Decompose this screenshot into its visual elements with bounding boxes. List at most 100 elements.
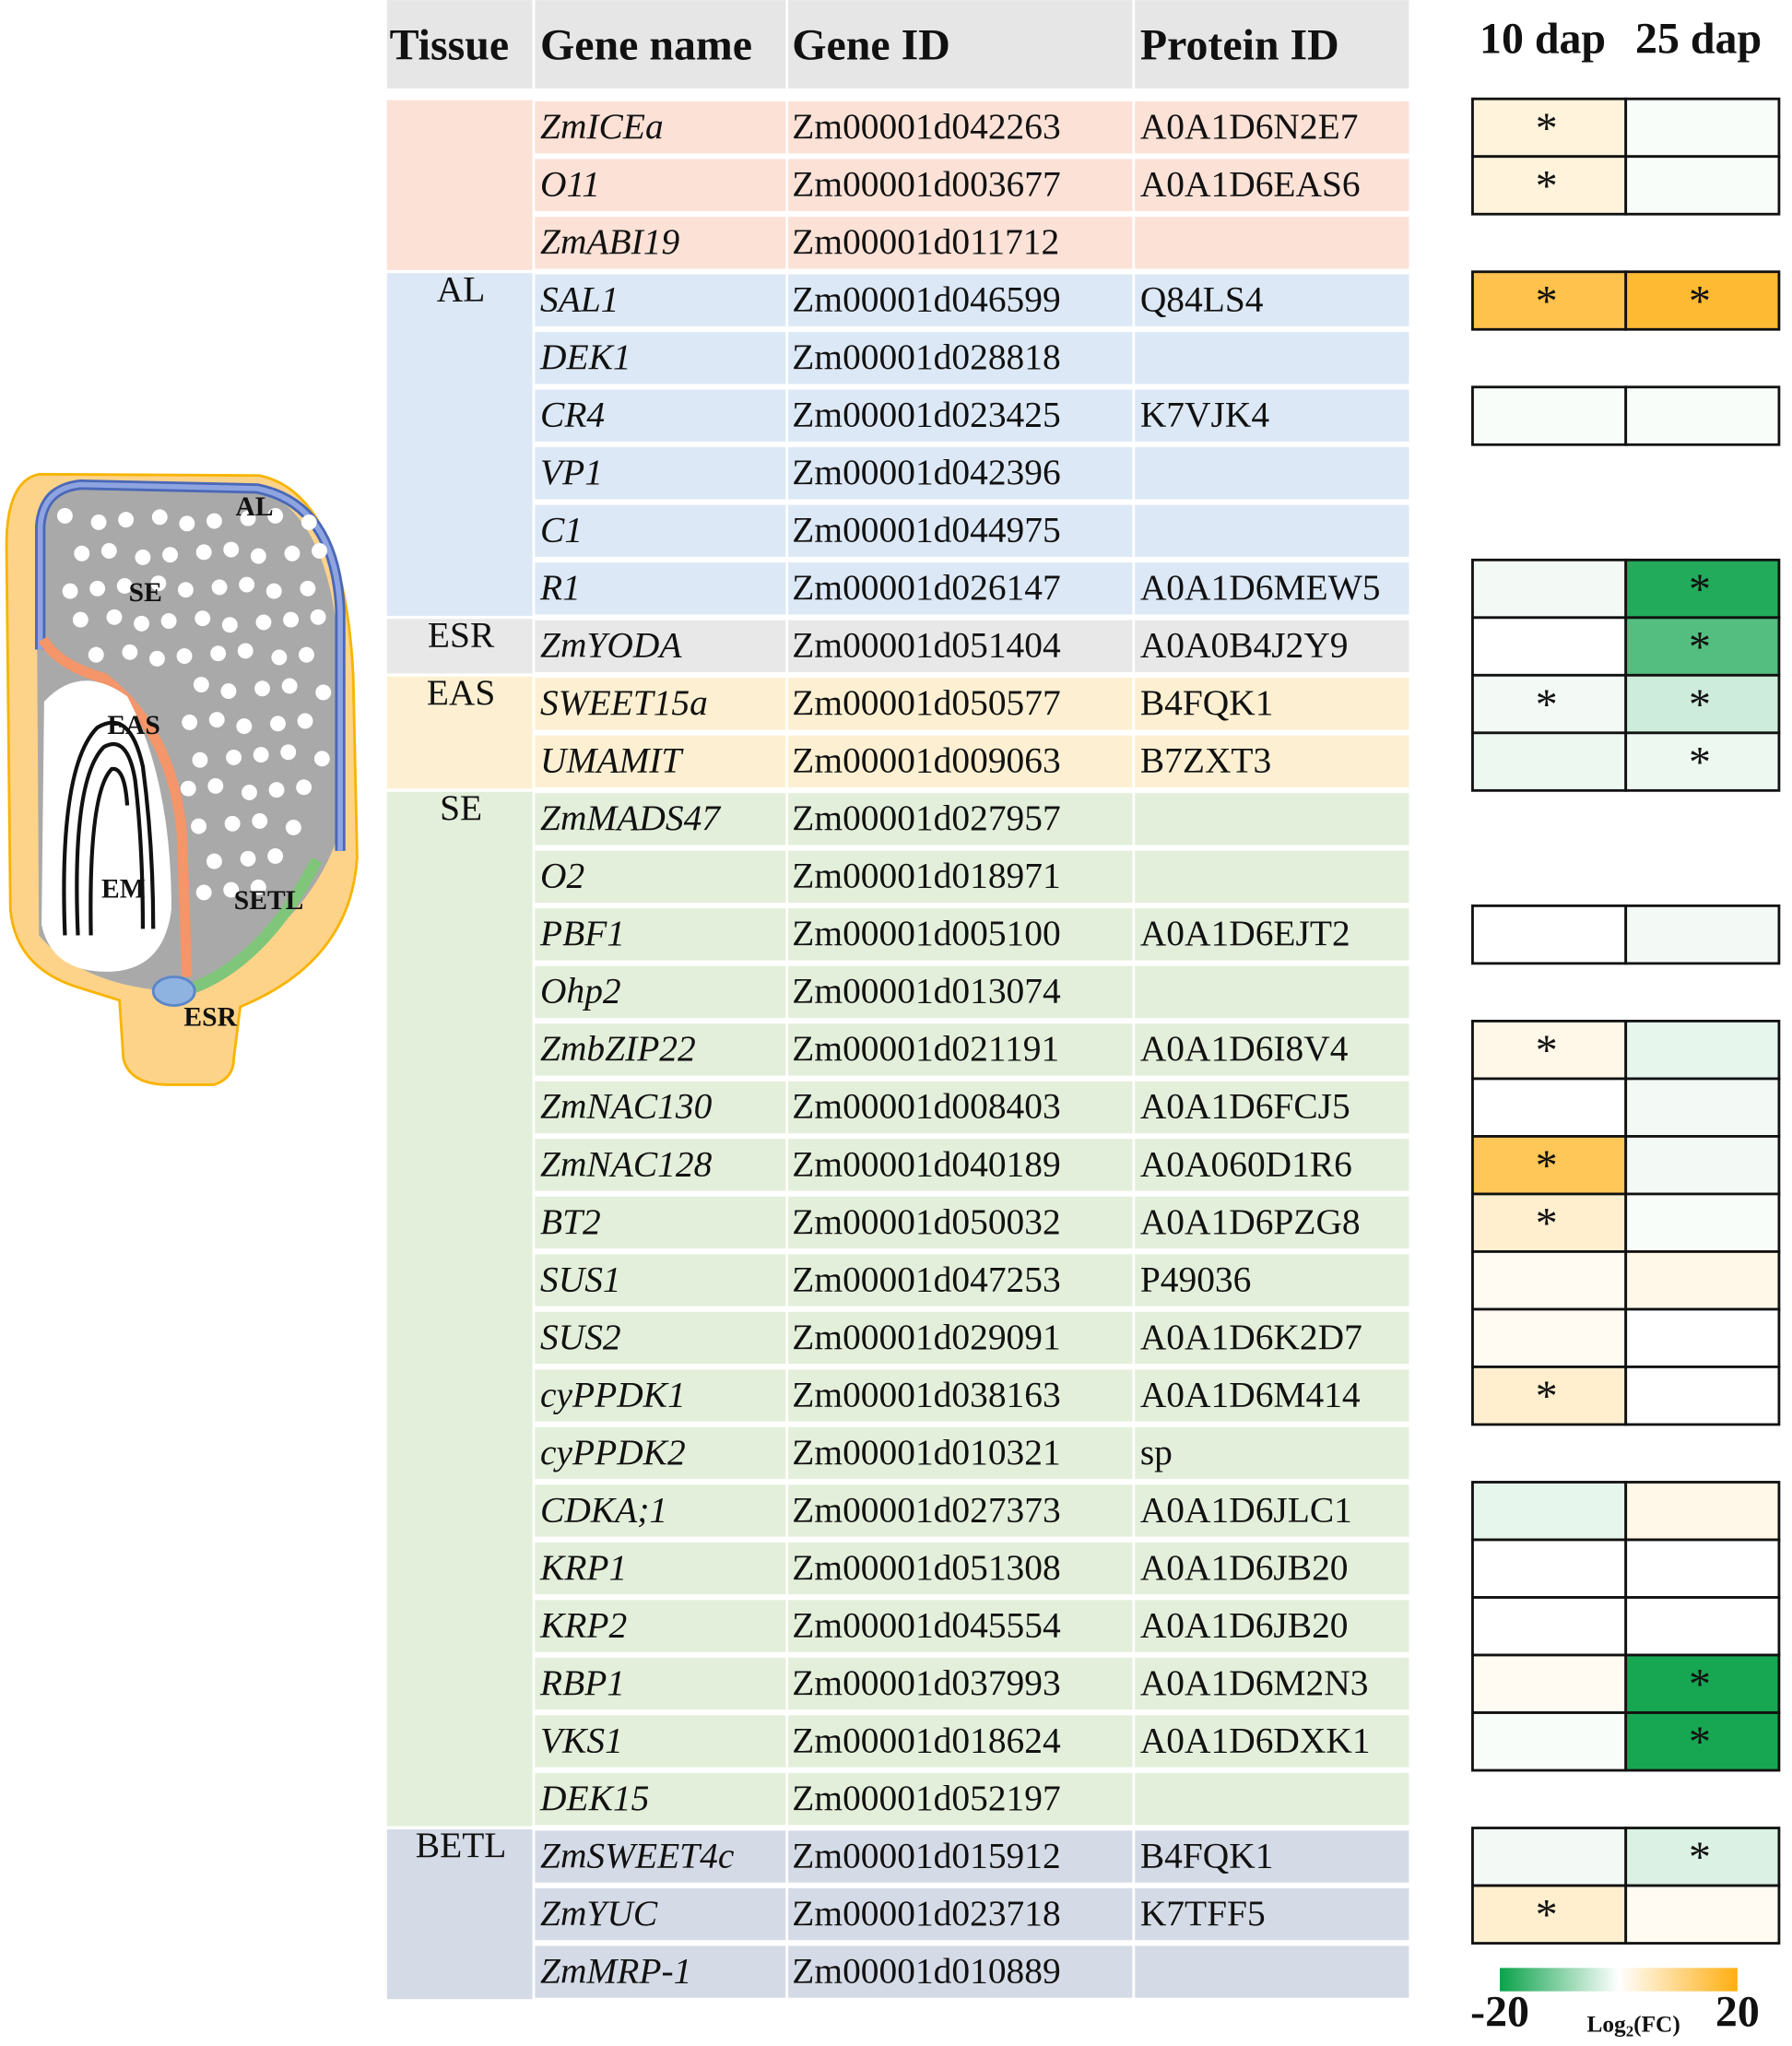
- protein-id: A0A1D6MEW5: [1140, 567, 1381, 608]
- heatmap-cell: [1624, 385, 1781, 446]
- heatmap-cell: [1624, 1366, 1781, 1426]
- starch-dot: [270, 716, 286, 732]
- protein-id: A0A1D6N2E7: [1140, 106, 1359, 147]
- row-cell: [535, 101, 786, 154]
- row-cell: [535, 850, 786, 904]
- kernel-diagram: AL SE EAS EM SETL ESR: [5, 472, 359, 1086]
- gene-name: SUS1: [540, 1259, 621, 1299]
- row-cell: [1135, 1426, 1409, 1480]
- protein-id: A0A1D6JB20: [1140, 1547, 1349, 1588]
- row-cell: [535, 620, 786, 672]
- starch-dot: [299, 646, 314, 663]
- row-cell: [1135, 1311, 1409, 1365]
- tissue-label: BETL: [416, 1825, 507, 1865]
- protein-id: B7ZXT3: [1140, 740, 1271, 781]
- gene-id: Zm00001d042263: [792, 106, 1060, 147]
- column-header: 10 dap: [1480, 15, 1606, 64]
- protein-id: K7VJK4: [1140, 395, 1270, 435]
- row-cell: [788, 793, 1133, 846]
- starch-dot: [220, 683, 237, 700]
- row-cell: [535, 1715, 786, 1768]
- row-cell: [535, 1081, 786, 1134]
- protein-id: A0A0B4J2Y9: [1140, 625, 1349, 666]
- gene-name: cyPPDK2: [540, 1432, 686, 1472]
- starch-dot: [191, 818, 206, 834]
- heatmap-cell: [1471, 1596, 1628, 1657]
- starch-dot: [315, 684, 332, 701]
- protein-id: A0A1D6FCJ5: [1140, 1086, 1350, 1127]
- heatmap-cell: [1624, 270, 1781, 331]
- tissue-cell: [386, 676, 533, 789]
- protein-id: Q84LS4: [1140, 279, 1264, 320]
- tissue-cell: [386, 100, 533, 270]
- gene-id: Zm00001d028818: [792, 337, 1060, 377]
- protein-id: A0A1D6JLC1: [1140, 1489, 1352, 1530]
- row-cell: [788, 1542, 1133, 1595]
- row-cell: [788, 217, 1133, 269]
- significance-star: *: [1536, 161, 1558, 210]
- starch-dot: [221, 617, 238, 633]
- heatmap-cell: [1624, 1827, 1781, 1887]
- label-rest: (FC): [1633, 2012, 1680, 2038]
- gene-id: Zm00001d046599: [792, 279, 1060, 320]
- gene-name: SWEET15a: [540, 682, 708, 723]
- row-cell: [1135, 1196, 1409, 1249]
- row-cell: [1135, 1081, 1409, 1134]
- row-cell: [788, 1484, 1133, 1537]
- gene-name: R1: [539, 567, 581, 608]
- header-cell: [535, 0, 786, 89]
- setl-band: [192, 857, 323, 993]
- heatmap-cell: [1624, 731, 1781, 792]
- starch-dot: [271, 649, 288, 666]
- row-cell: [1135, 1600, 1409, 1652]
- row-cell: [788, 1254, 1133, 1307]
- heatmap-cell: [1471, 1192, 1628, 1253]
- starch-dot: [313, 751, 330, 767]
- starch-dot: [236, 718, 253, 735]
- starch-dot: [301, 514, 317, 530]
- heatmap-cell: [1624, 1019, 1781, 1081]
- starch-dot: [250, 548, 266, 564]
- starch-dot: [116, 578, 133, 594]
- starch-dot: [285, 820, 301, 835]
- heatmap-cell: [1471, 616, 1628, 677]
- row-cell: [788, 447, 1133, 500]
- heatmap-cell: [1471, 1884, 1628, 1945]
- header-cell: [1135, 0, 1409, 89]
- starch-dot: [206, 513, 222, 529]
- protein-id: B4FQK1: [1140, 682, 1274, 723]
- gene-id: Zm00001d021191: [792, 1028, 1059, 1069]
- gene-name: KRP2: [539, 1604, 627, 1645]
- row-cell: [535, 1196, 786, 1249]
- row-cell: [535, 735, 786, 787]
- starch-dot: [122, 644, 138, 660]
- esr-region: [151, 976, 196, 1007]
- heatmap-cell: [1624, 1077, 1781, 1138]
- heatmap-cell: [1471, 1250, 1628, 1311]
- gene-name: ZmABI19: [540, 221, 679, 262]
- row-cell: [788, 850, 1133, 904]
- starch-dot: [224, 815, 241, 832]
- protein-id: A0A060D1R6: [1140, 1143, 1352, 1184]
- starch-dot: [134, 615, 149, 632]
- gene-id: Zm00001d050577: [792, 682, 1060, 723]
- gene-id: Zm00001d042396: [792, 452, 1060, 492]
- row-cell: [788, 678, 1133, 730]
- tissue-label: EAS: [427, 672, 496, 713]
- row-cell: [788, 1023, 1133, 1076]
- gene-id: Zm00001d044975: [792, 510, 1060, 550]
- significance-star: *: [1689, 1833, 1711, 1882]
- protein-id: A0A1D6M414: [1140, 1374, 1361, 1414]
- row-cell: [535, 1139, 786, 1191]
- gene-id: Zm00001d040189: [792, 1143, 1060, 1184]
- row-cell: [788, 101, 1133, 154]
- heatmap-cell: [1471, 1019, 1628, 1081]
- starch-dot: [118, 512, 135, 528]
- column-header: 25 dap: [1635, 15, 1762, 64]
- gene-name: ZmMADS47: [540, 798, 722, 838]
- protein-id: K7TFF5: [1140, 1893, 1266, 1934]
- gene-table: Tissue Gene name Gene ID Protein ID ZmICEa Zm…: [386, 0, 1409, 2000]
- heatmap-cell: [1624, 558, 1781, 620]
- starch-dot: [239, 576, 255, 593]
- starch-dot: [90, 514, 107, 530]
